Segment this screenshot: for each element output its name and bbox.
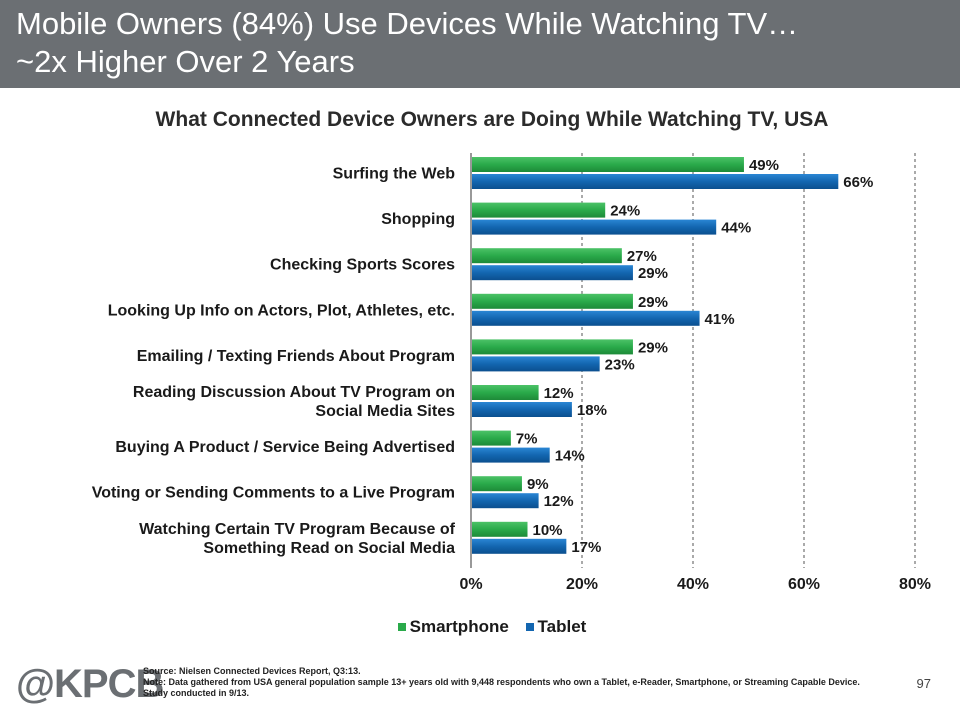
tablet-bar <box>472 402 572 417</box>
category-label: Voting or Sending Comments to a Live Pro… <box>92 485 455 502</box>
slide-title-line-1: Mobile Owners (84%) Use Devices While Wa… <box>16 6 799 41</box>
legend-label-tablet: Tablet <box>537 617 587 636</box>
smartphone-value-label: 9% <box>527 476 549 493</box>
smartphone-bar <box>472 430 511 446</box>
smartphone-value-label: 29% <box>638 339 668 356</box>
category-label: Shopping <box>381 211 455 228</box>
chart-title: What Connected Device Owners are Doing W… <box>155 108 829 131</box>
tablet-value-label: 66% <box>843 174 873 191</box>
source-text: Source: Nielsen Connected Devices Report… <box>143 666 361 676</box>
smartphone-bar <box>472 293 633 309</box>
category-label-line: Social Media Sites <box>315 403 455 420</box>
smartphone-bar <box>472 476 522 492</box>
smartphone-bar <box>472 157 744 172</box>
chart-legend: Smartphone Tablet <box>0 616 960 637</box>
smartphone-value-label: 29% <box>638 294 668 311</box>
category-label: Watching Certain TV Program Because of So… <box>139 521 456 557</box>
smartphone-bar <box>472 248 622 264</box>
legend-item-tablet: Tablet <box>525 617 587 637</box>
tablet-bar <box>472 447 550 463</box>
category-label: Checking Sports Scores <box>270 257 455 274</box>
note-text: Note: Data gathered from USA general pop… <box>143 677 860 698</box>
tablet-bar <box>472 310 700 326</box>
tablet-value-label: 44% <box>721 220 751 237</box>
smartphone-bar <box>472 385 539 400</box>
kpcb-logo: @KPCB <box>16 662 164 706</box>
tablet-bar <box>472 356 600 372</box>
smartphone-bar <box>472 339 633 355</box>
x-tick-label: 60% <box>788 576 820 593</box>
category-label: Reading Discussion About TV Program on So… <box>133 384 455 420</box>
x-tick-label: 80% <box>899 576 931 593</box>
smartphone-value-label: 7% <box>516 431 538 448</box>
tablet-bar <box>472 538 567 554</box>
legend-label-smartphone: Smartphone <box>409 617 509 636</box>
smartphone-value-label: 27% <box>627 248 657 265</box>
x-tick-label: 40% <box>677 576 709 593</box>
tablet-bar <box>472 493 539 509</box>
smartphone-value-label: 10% <box>533 522 563 539</box>
category-label-line: Reading Discussion About TV Program on <box>133 384 455 401</box>
legend-item-smartphone: Smartphone <box>397 617 509 637</box>
slide-title-line-2: ~2x Higher Over 2 Years <box>16 44 355 79</box>
tablet-value-label: 17% <box>571 539 601 556</box>
category-label: Looking Up Info on Actors, Plot, Athlete… <box>108 302 455 319</box>
tablet-bar <box>472 219 717 235</box>
category-label-line: Watching Certain TV Program Because of <box>139 521 456 538</box>
category-label-line: Something Read on Social Media <box>203 540 455 557</box>
tablet-value-label: 29% <box>638 265 668 282</box>
tablet-value-label: 12% <box>544 493 574 510</box>
tablet-bar <box>472 174 839 189</box>
tablet-bar <box>472 265 633 281</box>
category-label: Emailing / Texting Friends About Program <box>137 348 455 365</box>
tablet-value-label: 41% <box>705 311 735 328</box>
tablet-value-label: 23% <box>605 356 635 373</box>
tablet-value-label: 14% <box>555 448 585 465</box>
page-number: 97 <box>916 676 931 691</box>
category-label: Buying A Product / Service Being Adverti… <box>115 439 455 456</box>
legend-swatch-smartphone <box>397 623 406 631</box>
x-tick-label: 0% <box>459 576 482 593</box>
tablet-value-label: 18% <box>577 402 607 419</box>
category-label: Surfing the Web <box>333 166 456 183</box>
x-tick-label: 20% <box>566 576 598 593</box>
legend-swatch-tablet <box>525 623 534 631</box>
smartphone-bar <box>472 202 606 218</box>
footer-source: Source: Nielsen Connected Devices Report… <box>143 666 878 699</box>
smartphone-bar <box>472 521 528 537</box>
smartphone-value-label: 24% <box>610 203 640 220</box>
smartphone-value-label: 12% <box>544 385 574 402</box>
smartphone-value-label: 49% <box>749 157 779 174</box>
slide-header: Mobile Owners (84%) Use Devices While Wa… <box>0 0 960 88</box>
